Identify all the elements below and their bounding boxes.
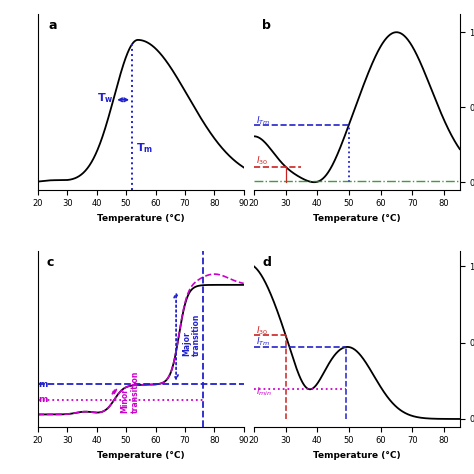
Text: $\mathbf{T_m}$: $\mathbf{T_m}$ (137, 141, 154, 155)
X-axis label: Temperature (°C): Temperature (°C) (313, 451, 401, 460)
Text: $I_{30}$: $I_{30}$ (255, 324, 268, 337)
Text: m: m (38, 380, 47, 389)
Text: b: b (262, 19, 271, 33)
X-axis label: Temperature (°C): Temperature (°C) (97, 214, 185, 223)
Text: $\mathbf{T_w}$: $\mathbf{T_w}$ (97, 91, 113, 105)
Text: d: d (262, 256, 271, 269)
Text: $I_{Tm}$: $I_{Tm}$ (255, 336, 270, 348)
Text: Minor
transition: Minor transition (120, 371, 140, 413)
Text: $I_{min}$: $I_{min}$ (255, 386, 272, 398)
X-axis label: Temperature (°C): Temperature (°C) (97, 451, 185, 460)
Text: m: m (38, 395, 47, 404)
Text: c: c (46, 256, 54, 269)
X-axis label: Temperature (°C): Temperature (°C) (313, 214, 401, 223)
Text: Major
transition: Major transition (182, 313, 201, 356)
Text: $I_{30}$: $I_{30}$ (255, 155, 268, 167)
Text: a: a (48, 19, 57, 33)
Text: $I_{Tm}$: $I_{Tm}$ (255, 114, 270, 127)
